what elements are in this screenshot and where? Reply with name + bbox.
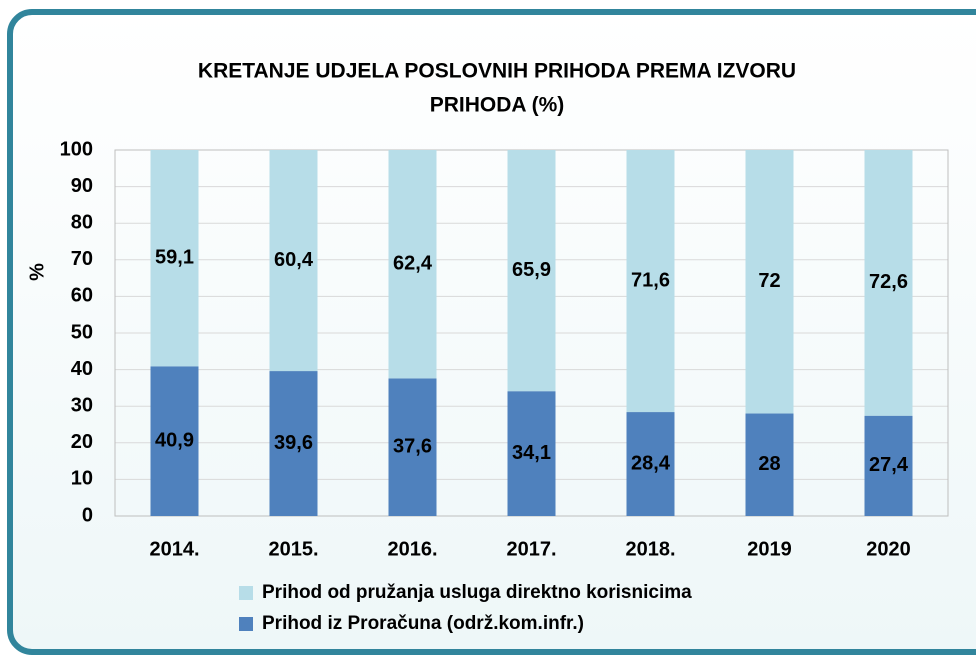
y-tick-label: 0 xyxy=(82,504,93,526)
bar-segment xyxy=(626,412,675,516)
y-tick-label: 100 xyxy=(60,138,93,160)
y-tick-label: 10 xyxy=(71,468,93,490)
y-axis-label: % xyxy=(26,263,48,281)
x-tick-label: 2015. xyxy=(268,538,318,560)
x-tick-label: 2016. xyxy=(387,538,437,560)
y-tick-label: 50 xyxy=(71,321,93,343)
bar-segment xyxy=(269,150,318,372)
chart-title: KRETANJE UDJELA POSLOVNIH PRIHODA PREMA … xyxy=(198,60,796,83)
x-tick-label: 2014. xyxy=(149,538,199,560)
legend-label: Prihod od pružanja usluga direktno koris… xyxy=(262,582,692,603)
y-tick-label: 80 xyxy=(71,211,93,233)
legend-swatch xyxy=(239,586,253,600)
data-label: 72 xyxy=(758,270,780,292)
data-label: 39,6 xyxy=(274,432,313,454)
bar-segment xyxy=(745,413,794,516)
y-tick-label: 20 xyxy=(71,431,93,453)
data-label: 28,4 xyxy=(631,452,671,474)
data-label: 27,4 xyxy=(869,454,909,476)
y-tick-label: 40 xyxy=(71,358,93,380)
data-label: 37,6 xyxy=(393,435,432,457)
y-tick-label: 30 xyxy=(71,394,93,416)
bar-segment xyxy=(864,150,913,416)
data-label: 40,9 xyxy=(155,429,194,451)
bar-segment xyxy=(507,150,556,392)
x-tick-label: 2019 xyxy=(747,538,792,560)
bar-segment xyxy=(388,150,437,379)
data-label: 62,4 xyxy=(393,252,433,274)
data-label: 34,1 xyxy=(512,442,551,464)
data-label: 72,6 xyxy=(869,271,908,293)
bar-segment xyxy=(507,391,556,516)
bar-segment xyxy=(150,150,199,367)
bar-segment xyxy=(745,150,794,414)
y-tick-label: 90 xyxy=(71,175,93,197)
data-label: 71,6 xyxy=(631,269,670,291)
frame xyxy=(7,9,976,655)
bar-segment xyxy=(388,378,437,516)
data-label: 60,4 xyxy=(274,249,314,271)
bar-segment xyxy=(864,415,913,516)
data-label: 59,1 xyxy=(155,246,194,268)
x-tick-label: 2020 xyxy=(866,538,911,560)
data-label: 28 xyxy=(758,453,780,475)
y-tick-label: 70 xyxy=(71,248,93,270)
legend-swatch xyxy=(239,617,253,631)
data-label: 65,9 xyxy=(512,259,551,281)
x-tick-label: 2018. xyxy=(625,538,675,560)
bar-segment xyxy=(626,150,675,413)
bar-segment xyxy=(150,366,199,516)
bar-segment xyxy=(269,371,318,516)
y-tick-label: 60 xyxy=(71,285,93,307)
x-tick-label: 2017. xyxy=(506,538,556,560)
chart-title: PRIHODA (%) xyxy=(430,94,565,117)
legend-label: Prihod iz Proračuna (održ.kom.infr.) xyxy=(262,613,584,634)
